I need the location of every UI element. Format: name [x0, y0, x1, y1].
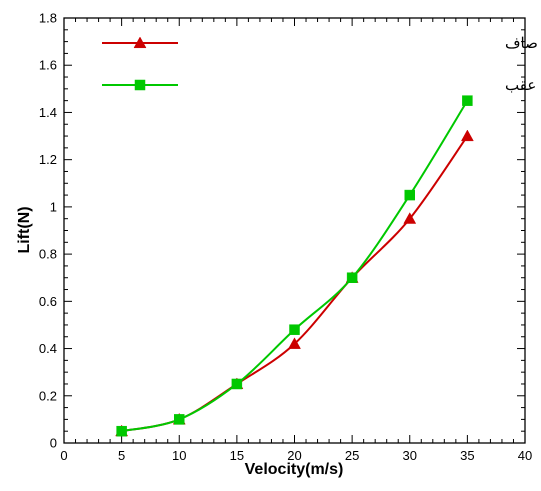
data-point — [403, 212, 417, 224]
legend-label: نیروی پسا سطح صاف — [505, 34, 541, 52]
data-point — [289, 324, 300, 335]
y-tick-label: 0 — [50, 436, 57, 451]
axis-ticks: 0 5 10 15 20 25 30 35 40 0 0.2 0.4 0.6 0.8 1 1.2 1.4 1.6 1… — [39, 11, 532, 464]
x-tick-label: 0 — [60, 448, 67, 463]
data-point — [462, 95, 473, 106]
data-point — [460, 129, 474, 142]
legend-marker — [133, 36, 147, 49]
y-axis-title: Lift(N) — [16, 206, 33, 253]
y-tick-label: 0.4 — [39, 341, 57, 356]
x-tick-label: 5 — [118, 448, 125, 463]
y-tick-label: 0.6 — [39, 294, 57, 309]
x-axis-title: Velocity(m/s) — [245, 461, 344, 478]
y-tick-label: 1.4 — [39, 105, 57, 120]
y-tick-label: 0.2 — [39, 388, 57, 403]
x-tick-label: 30 — [403, 448, 417, 463]
data-point — [288, 337, 301, 349]
data-point — [231, 378, 243, 390]
data-point — [346, 272, 358, 283]
series-line — [121, 100, 469, 433]
y-tick-label: 0.8 — [39, 247, 57, 262]
x-tick-label: 15 — [230, 448, 244, 463]
series-layer — [115, 95, 474, 437]
data-point — [404, 189, 415, 201]
series-2 — [116, 95, 473, 437]
x-tick-label: 35 — [460, 448, 474, 463]
y-tick-label: 1.8 — [39, 11, 57, 26]
legend-marker — [134, 79, 146, 91]
data-point — [174, 414, 185, 425]
series-line — [121, 135, 469, 433]
y-tick-label: 1 — [50, 199, 57, 214]
plot-frame — [63, 17, 526, 444]
x-tick-label: 10 — [172, 448, 186, 463]
y-tick-label: 1.2 — [39, 152, 57, 167]
series-1 — [115, 129, 474, 437]
legend: نیروی پسا سطح صاف نیروی پسا سطح زبر بعد ا… — [102, 34, 541, 94]
x-tick-label: 20 — [287, 448, 301, 463]
x-tick-label: 40 — [518, 448, 532, 463]
data-point — [116, 425, 127, 437]
x-tick-label: 25 — [345, 448, 359, 463]
legend-label: نیروی پسا سطح زبر بعد از چرخ عقب — [505, 76, 541, 94]
y-tick-label: 1.6 — [39, 58, 57, 73]
